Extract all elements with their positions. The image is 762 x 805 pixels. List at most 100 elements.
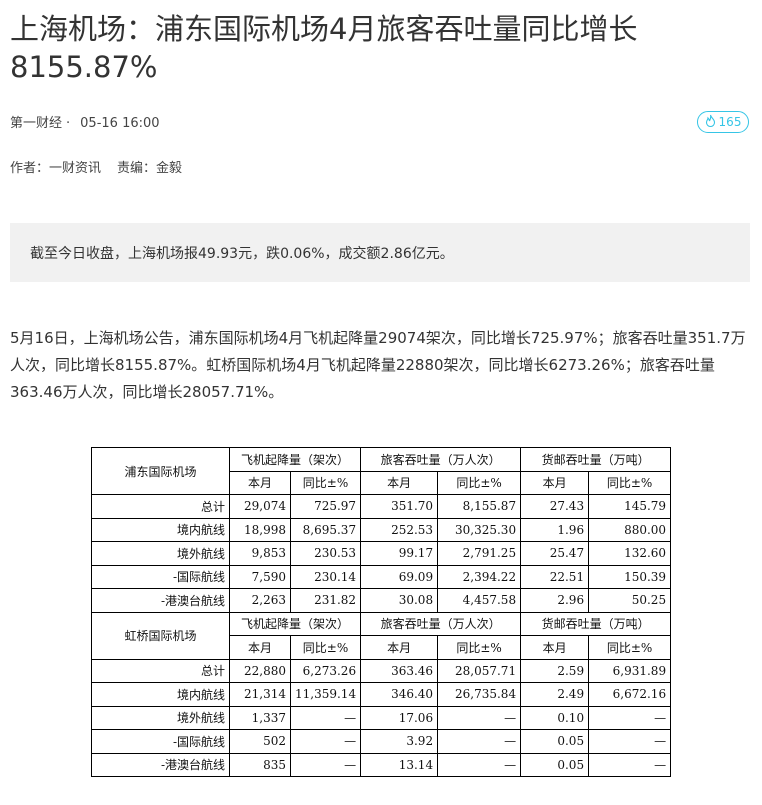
table-cell: 0.05 (520, 729, 590, 754)
table-row: -国际航线 7,590 230.14 69.09 2,394.22 22.51 150.39 (91, 564, 672, 589)
table-row: -港澳台航线 2,263 231.82 30.08 4,457.58 2.96 50.25 (91, 588, 672, 613)
table-cell: 99.17 (360, 541, 439, 566)
sub-header: 本月 (520, 470, 590, 495)
article-meta: 第一财经 · 05-16 16:00 (10, 112, 160, 131)
table-cell: 25.47 (520, 541, 590, 566)
sub-header: 同比±% (437, 635, 522, 660)
table-cell: 28,057.71 (437, 658, 522, 683)
sub-header: 本月 (229, 470, 291, 495)
table-cell: — (289, 729, 362, 754)
table-cell: 30.08 (360, 588, 439, 613)
group-header: 飞机起降量（架次） (228, 447, 362, 472)
table-cell: 230.14 (289, 564, 362, 589)
table-row: 总计 22,880 6,273.26 363.46 28,057.71 2.59 6,931… (91, 658, 672, 683)
table-cell: 8,695.37 (289, 517, 362, 542)
sub-header: 本月 (360, 635, 439, 660)
summary-box: 截至今日收盘，上海机场报49.93元，跌0.06%，成交额2.86亿元。 (10, 223, 750, 282)
group-header: 旅客吞吐量（万人次） (360, 447, 522, 472)
table-cell: — (289, 705, 362, 730)
editor: 责编：金毅 (117, 161, 183, 176)
row-label: -港澳台航线 (91, 588, 230, 613)
table-cell: 17.06 (360, 705, 439, 730)
table-cell: 3.92 (360, 729, 439, 754)
table-cell: 346.40 (360, 682, 439, 707)
table-cell: 22.51 (520, 564, 590, 589)
table-row: 境外航线 1,337—17.06—0.10— (91, 705, 672, 730)
group-header: 飞机起降量（架次） (228, 611, 362, 636)
table-row: 境内航线 21,314 11,359.14 346.40 26,735.84 2.49 6,… (91, 682, 672, 707)
table-row: -国际航线 502—3.92—0.05— (91, 729, 672, 754)
table-cell: 29,074 (229, 494, 291, 519)
table-cell: 2,791.25 (437, 541, 522, 566)
author: 作者：一财资讯 (10, 161, 102, 176)
table-cell: 0.10 (520, 705, 590, 730)
table-cell: — (289, 752, 362, 777)
row-label: 总计 (91, 494, 230, 519)
sub-header: 本月 (360, 470, 439, 495)
airport-name: 浦东国际机场 (91, 447, 230, 495)
row-label: -港澳台航线 (91, 752, 230, 777)
traffic-table: 浦东国际机场 飞机起降量（架次） 旅客吞吐量（万人次） 货邮吞吐量（万吨） 本月 同比±%… (91, 447, 672, 777)
table-cell: 27.43 (520, 494, 590, 519)
row-label: -国际航线 (91, 729, 230, 754)
table-cell: 1,337 (229, 705, 291, 730)
row-label: -国际航线 (91, 564, 230, 589)
sub-header: 本月 (229, 635, 291, 660)
hot-count: 165 (718, 115, 742, 129)
table-cell: 132.60 (588, 541, 672, 566)
sub-header: 本月 (520, 635, 590, 660)
table-header-row: 虹桥国际机场 飞机起降量（架次） 旅客吞吐量（万人次） 货邮吞吐量（万吨） (91, 611, 672, 660)
table-subheader-row: 本月 同比±% 本月 同比±% 本月 同比±% (92, 470, 672, 495)
table-cell: — (588, 729, 672, 754)
publish-time: 05-16 16:00 (80, 116, 160, 131)
table-cell: 351.70 (360, 494, 439, 519)
sub-header: 同比±% (588, 635, 672, 660)
airport-name: 虹桥国际机场 (91, 611, 230, 660)
separator-dot: · (66, 116, 71, 131)
row-label: 境内航线 (91, 682, 230, 707)
hot-count-badge[interactable]: 165 (697, 111, 749, 133)
table-cell: 4,457.58 (437, 588, 522, 613)
table-cell: 145.79 (588, 494, 672, 519)
table-cell: 26,735.84 (437, 682, 522, 707)
sub-header: 同比±% (289, 470, 362, 495)
table-cell: 150.39 (588, 564, 672, 589)
row-label: 境外航线 (91, 541, 230, 566)
table-cell: 0.05 (520, 752, 590, 777)
table-cell: 363.46 (360, 658, 439, 683)
table-cell: 880.00 (588, 517, 672, 542)
table-row: 境内航线 18,998 8,695.37 252.53 30,325.30 1.96 880… (91, 517, 672, 542)
group-header: 货邮吞吐量（万吨） (520, 447, 672, 472)
table-cell: 6,672.16 (588, 682, 672, 707)
table-cell: 230.53 (289, 541, 362, 566)
table-header-row: 浦东国际机场 飞机起降量（架次） 旅客吞吐量（万人次） 货邮吞吐量（万吨） (91, 447, 672, 495)
table-cell: — (437, 705, 522, 730)
sub-header: 同比±% (437, 470, 522, 495)
article-title: 上海机场：浦东国际机场4月旅客吞吐量同比增长8155.87% (10, 12, 638, 84)
row-label: 总计 (91, 658, 230, 683)
table-cell: 69.09 (360, 564, 439, 589)
table-cell: 13.14 (360, 752, 439, 777)
group-header: 旅客吞吐量（万人次） (360, 611, 522, 636)
group-header: 货邮吞吐量（万吨） (520, 611, 672, 636)
table-cell: 252.53 (360, 517, 439, 542)
sub-header: 同比±% (289, 635, 362, 660)
table-row: 境外航线 9,853 230.53 99.17 2,791.25 25.47 132.60 (91, 541, 672, 566)
table-cell: 1.96 (520, 517, 590, 542)
row-label: 境内航线 (91, 517, 230, 542)
table-cell: 22,880 (229, 658, 291, 683)
row-label: 境外航线 (91, 705, 230, 730)
source[interactable]: 第一财经 (10, 116, 63, 131)
table-cell: 18,998 (229, 517, 291, 542)
table-cell: 7,590 (229, 564, 291, 589)
table-cell: 2,394.22 (437, 564, 522, 589)
table-cell: 9,853 (229, 541, 291, 566)
table-cell: 725.97 (289, 494, 362, 519)
table-cell: 502 (229, 729, 291, 754)
table-cell: 50.25 (588, 588, 672, 613)
table-cell: — (437, 752, 522, 777)
table-cell: 11,359.14 (289, 682, 362, 707)
flame-icon (705, 114, 716, 130)
table-cell: 2.59 (520, 658, 590, 683)
table-cell: 21,314 (229, 682, 291, 707)
